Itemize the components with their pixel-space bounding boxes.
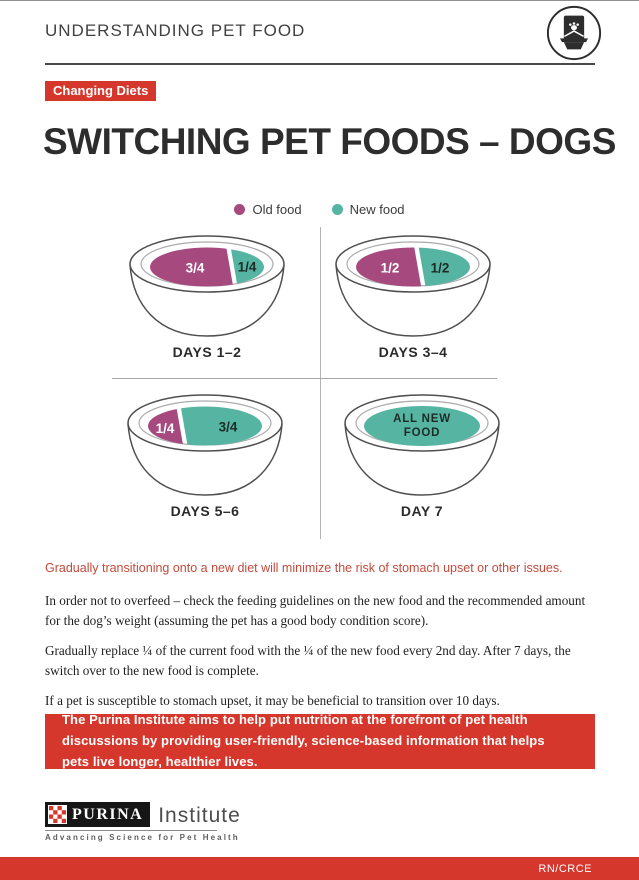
bowl-svg: 1/4 3/4 xyxy=(127,394,283,496)
bowl-label: DAYS 5–6 xyxy=(170,503,240,519)
old-food-dot-icon xyxy=(234,204,246,215)
body-copy: In order not to overfeed – check the fee… xyxy=(45,591,598,722)
bowl-label: DAY 7 xyxy=(400,503,444,519)
portion-label: 1/4 xyxy=(238,260,257,275)
bowl-svg: 3/4 1/4 xyxy=(129,235,285,337)
bowl-diagram-days-1-2: 3/4 1/4 DAYS 1–2 xyxy=(127,234,287,360)
old-food-portion xyxy=(148,406,185,446)
callout-text: The Purina Institute aims to help put nu… xyxy=(62,712,545,769)
body-paragraph: In order not to overfeed – check the fee… xyxy=(45,593,586,628)
logo-rule xyxy=(45,830,217,831)
legend-label: New food xyxy=(349,202,405,217)
footer-code: RN/CRCE xyxy=(538,862,592,875)
header-title: UNDERSTANDING PET FOOD xyxy=(45,21,306,40)
brand-name: PURINA xyxy=(72,805,144,823)
new-food-portion xyxy=(229,247,264,287)
legend-item-old-food: Old food xyxy=(234,202,302,217)
bowl-label: DAYS 3–4 xyxy=(378,344,448,360)
page-title: SWITCHING PET FOODS – DOGS xyxy=(43,121,616,162)
quadrant-divider-horizontal xyxy=(112,378,497,379)
bowl-diagram-days-3-4: 1/2 1/2 DAYS 3–4 xyxy=(333,234,493,360)
bowl-svg: 1/2 1/2 xyxy=(335,235,491,337)
portion-label: FOOD xyxy=(404,427,440,439)
category-badge: Changing Diets xyxy=(45,81,157,101)
institute-label: Institute xyxy=(158,804,241,827)
portion-label: 3/4 xyxy=(186,261,205,276)
body-paragraph: If a pet is susceptible to stomach upset… xyxy=(45,693,500,709)
header-divider xyxy=(45,63,595,65)
callout-box: The Purina Institute aims to help put nu… xyxy=(45,712,595,769)
new-food-portion xyxy=(364,406,480,446)
portion-label: 1/2 xyxy=(431,261,450,276)
footer-bar: RN/CRCE xyxy=(0,857,639,880)
legend-label: Old food xyxy=(252,202,302,217)
portion-label: 1/4 xyxy=(156,421,175,436)
bowl-svg: ALL NEW FOOD xyxy=(344,394,500,496)
legend: Old food New food xyxy=(0,202,639,217)
quadrant-divider-vertical xyxy=(320,227,321,539)
logo-tagline: Advancing Science for Pet Health xyxy=(45,833,240,842)
new-food-dot-icon xyxy=(331,204,343,215)
body-paragraph: Gradually replace ¼ of the current food … xyxy=(45,643,571,678)
bowl-label: DAYS 1–2 xyxy=(172,344,242,360)
purina-logo-bar: PURINA xyxy=(45,802,151,827)
portion-label: ALL NEW xyxy=(393,413,451,425)
pet-food-bag-and-bowl-icon xyxy=(546,5,602,61)
bowl-diagram-days-5-6: 1/4 3/4 DAYS 5–6 xyxy=(125,393,285,519)
portion-label: 3/4 xyxy=(219,420,238,435)
portion-label: 1/2 xyxy=(381,261,400,276)
legend-item-new-food: New food xyxy=(331,202,405,217)
purina-institute-logo: PURINA Institute Advancing Science for P… xyxy=(45,802,241,842)
lead-sentence: Gradually transitioning onto a new diet … xyxy=(45,561,563,575)
bowl-diagram-day-7: ALL NEW FOOD DAY 7 xyxy=(342,393,502,519)
purina-checkerboard-icon xyxy=(48,805,67,824)
